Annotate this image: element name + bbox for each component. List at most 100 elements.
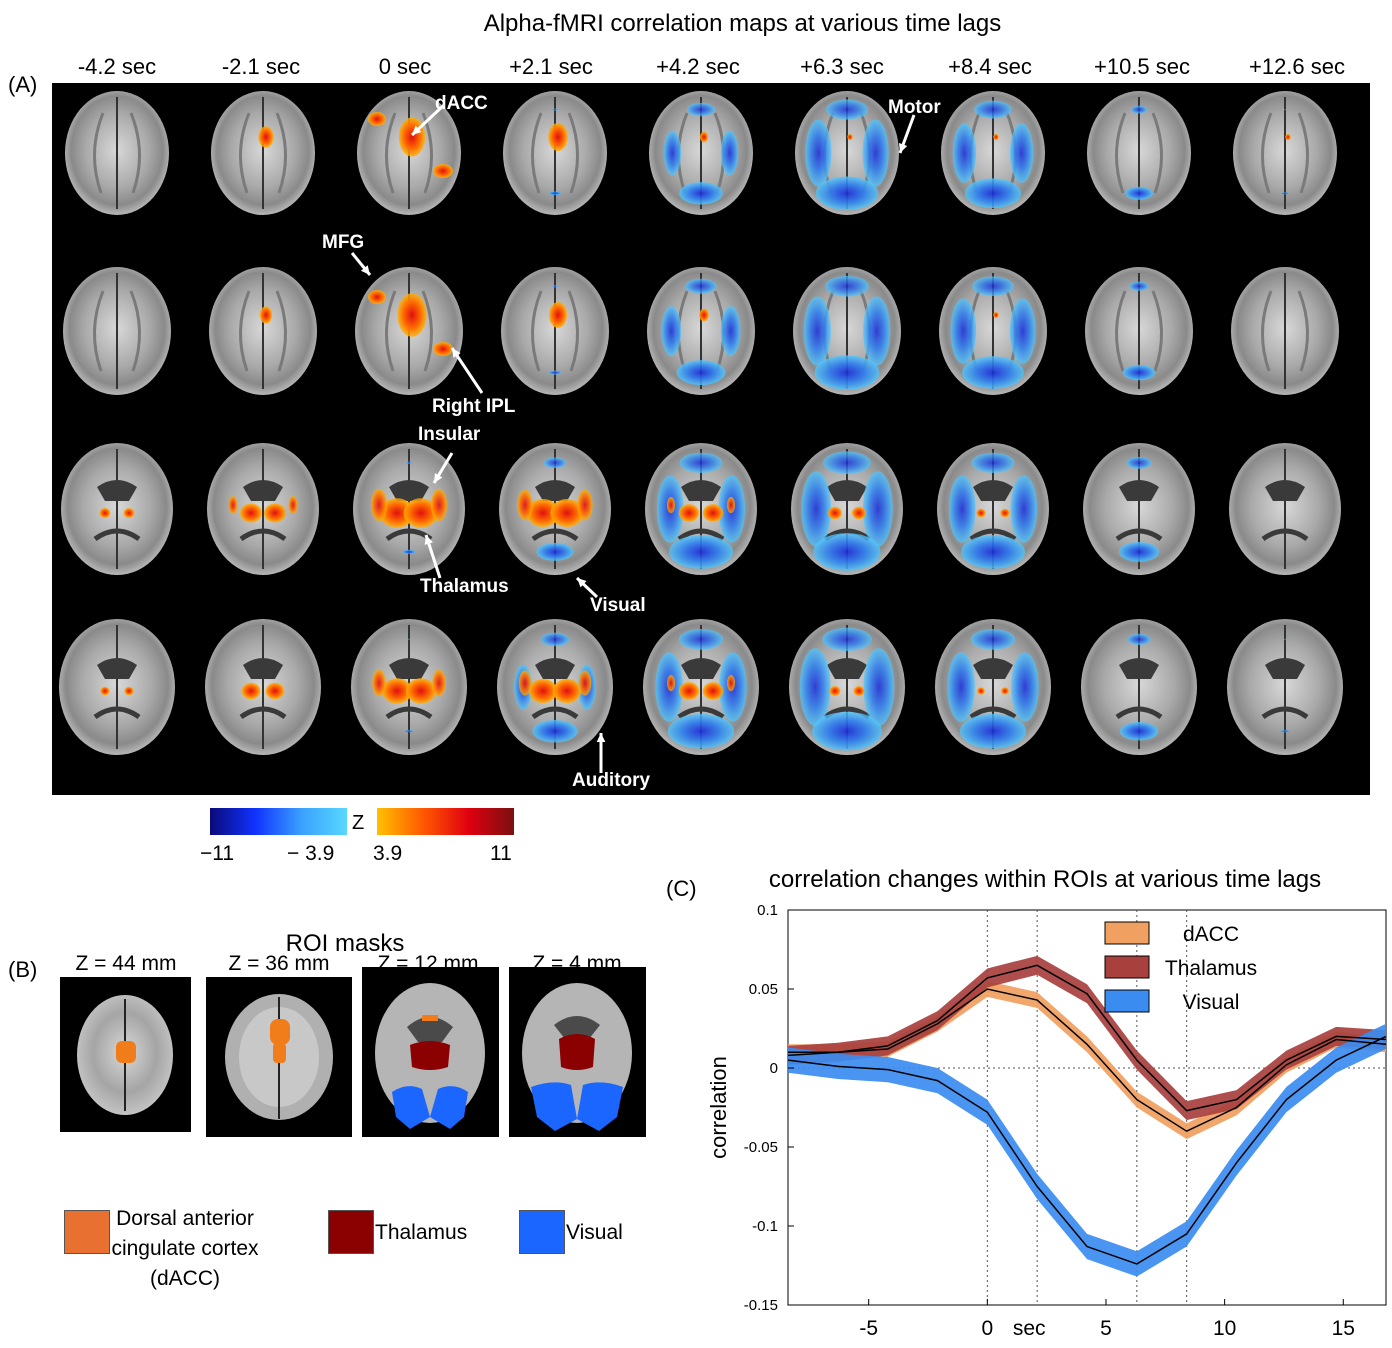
annotation-arrow	[450, 347, 484, 394]
roi-dacc-mask	[270, 1019, 290, 1045]
brain-slice	[1227, 619, 1343, 755]
brain-slice	[351, 619, 467, 755]
brain-slice	[61, 443, 173, 575]
roi-correlation-chart: -5 0 5 10 15 -0.15 -0.1 -0.05 0 0.05 0.1 sec correla…	[706, 902, 1387, 1340]
brain-slice	[1083, 443, 1195, 575]
annotation-arrow	[424, 534, 442, 579]
lag-label: +12.6 sec	[1248, 54, 1345, 79]
annotation-arrow	[596, 733, 606, 773]
brain-slice	[643, 619, 759, 755]
lag-label: +10.5 sec	[1093, 54, 1190, 79]
y-axis-label: correlation	[706, 1056, 731, 1159]
legend-swatch-visual	[519, 1210, 565, 1254]
series-line-thalamus	[787, 964, 1387, 1112]
legend-label-dacc: dACC	[1183, 923, 1239, 946]
panel-c-letter: (C)	[666, 876, 697, 901]
roi-dacc-mask	[116, 1041, 136, 1063]
brain-map-grid	[59, 91, 1343, 773]
colorbar-pos-max: 11	[490, 842, 512, 865]
x-tick-label: 5	[1100, 1317, 1112, 1340]
roi-slice-z12	[362, 967, 499, 1137]
legend-swatch-dacc	[64, 1210, 110, 1254]
panel-a-letter: (A)	[8, 72, 38, 97]
y-tick-label: 0	[770, 1060, 778, 1077]
brain-slice	[649, 91, 753, 215]
brain-slice	[501, 267, 609, 395]
colorbar-pos-min: 3.9	[373, 842, 403, 865]
roi-slice-label-3: Z = 12 mm	[377, 952, 479, 975]
brain-slice	[645, 443, 757, 575]
brain-slice	[789, 619, 905, 755]
brain-slice	[1229, 443, 1341, 575]
x-tick-label: 0	[981, 1317, 993, 1340]
colorbar-neg-min: −11	[200, 842, 235, 865]
x-axis-label: sec	[1013, 1317, 1046, 1340]
y-tick-label: 0.05	[749, 981, 778, 998]
brain-slice	[939, 267, 1047, 395]
brain-slice	[355, 267, 463, 395]
annot-insular: Insular	[418, 424, 481, 445]
colorbar-positive	[377, 808, 514, 835]
brain-slice	[209, 267, 317, 395]
annotation-arrow	[575, 576, 599, 599]
chart-title: correlation changes within ROIs at vario…	[768, 866, 1322, 893]
brain-slice	[497, 619, 613, 755]
colorbar-z-label: Z	[352, 812, 365, 834]
brain-slice	[935, 619, 1051, 755]
brain-slice	[791, 443, 903, 575]
lag-label: +6.3 sec	[800, 54, 884, 79]
y-tick-label: -0.1	[752, 1218, 778, 1235]
brain-slice	[1231, 267, 1339, 395]
annotation-arrow	[350, 252, 372, 276]
lag-label: -4.2 sec	[77, 54, 157, 79]
series-band-visual	[788, 1023, 1386, 1277]
annotation-arrow	[898, 114, 916, 154]
legend-swatch-thalamus	[328, 1210, 374, 1254]
roi-slice-label-2: Z = 36 mm	[228, 952, 330, 975]
brain-slice	[499, 443, 611, 575]
brain-slice	[1233, 91, 1337, 215]
x-tick-label: 10	[1213, 1317, 1236, 1340]
legend-label-visual: Visual	[1183, 991, 1240, 1014]
brain-slice	[793, 267, 901, 395]
annot-visual: Visual	[590, 595, 646, 616]
brain-slice	[795, 91, 899, 215]
lag-label: +4.2 sec	[656, 54, 740, 79]
brain-slice	[205, 619, 321, 755]
roi-visual-mask	[531, 1082, 577, 1131]
colorbar-negative	[210, 808, 347, 835]
panel-a-title: Alpha-fMRI correlation maps at various t…	[483, 10, 1002, 37]
panel-b-letter: (B)	[8, 957, 38, 982]
colorbar-neg-max: − 3.9	[287, 842, 335, 865]
y-tick-label: -0.15	[744, 1297, 778, 1314]
roi-thalamus-mask	[559, 1034, 595, 1070]
x-tick-label: -5	[859, 1317, 878, 1340]
y-tick-label: -0.05	[744, 1139, 778, 1156]
annot-mfg: MFG	[322, 232, 365, 253]
legend-swatch-thalamus	[1104, 955, 1150, 979]
brain-slice	[211, 91, 315, 215]
lag-label: 0 sec	[378, 54, 432, 79]
brain-slice	[503, 91, 607, 215]
roi-thalamus-mask	[410, 1041, 450, 1070]
series-band-thalamus	[788, 955, 1386, 1121]
brain-slice	[941, 91, 1045, 215]
annot-thalamus: Thalamus	[420, 576, 509, 597]
annot-motor: Motor	[888, 97, 941, 118]
brain-slice	[59, 619, 175, 755]
lag-label: +8.4 sec	[948, 54, 1032, 79]
roi-masks-title: ROI masks	[285, 930, 405, 957]
annot-dacc: dACC	[435, 93, 488, 114]
roi-slice-z36	[206, 977, 352, 1137]
legend-label-visual: Visual	[566, 1221, 623, 1244]
brain-slice	[1087, 91, 1191, 215]
brain-map-panel: dACC Motor MFG Right IPL Insular Thalamu…	[52, 83, 1370, 795]
brain-slice	[1085, 267, 1193, 395]
legend-swatch-dacc	[1104, 921, 1150, 945]
roi-slice-label-1: Z = 44 mm	[75, 952, 177, 975]
annotation-arrow	[432, 452, 454, 484]
legend-label-thalamus: Thalamus	[1165, 957, 1257, 980]
brain-slice	[647, 267, 755, 395]
annotation-arrow	[410, 103, 446, 137]
roi-slice-z44	[60, 977, 191, 1132]
